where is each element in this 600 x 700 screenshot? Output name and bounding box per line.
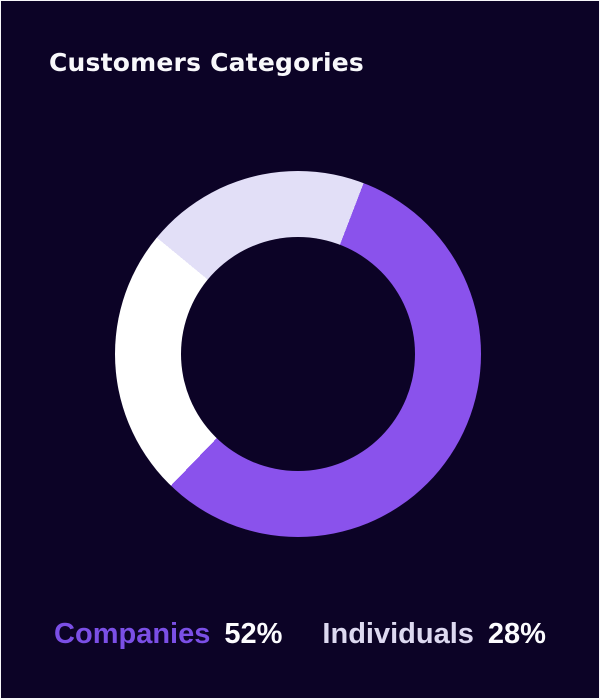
legend-value-companies: 52% (224, 618, 283, 650)
legend-entry-companies[interactable]: Companies 52% (54, 618, 283, 651)
legend-value-individuals: 28% (487, 618, 546, 650)
donut-chart[interactable] (115, 171, 481, 537)
legend-label-companies: Companies (54, 618, 211, 650)
legend-entry-individuals[interactable]: Individuals 28% (322, 618, 546, 651)
chart-title: Customers Categories (49, 48, 364, 77)
legend-label-individuals: Individuals (322, 618, 474, 650)
chart-legend: Companies 52% Individuals 28% (1, 618, 599, 651)
donut-hole (181, 237, 415, 471)
